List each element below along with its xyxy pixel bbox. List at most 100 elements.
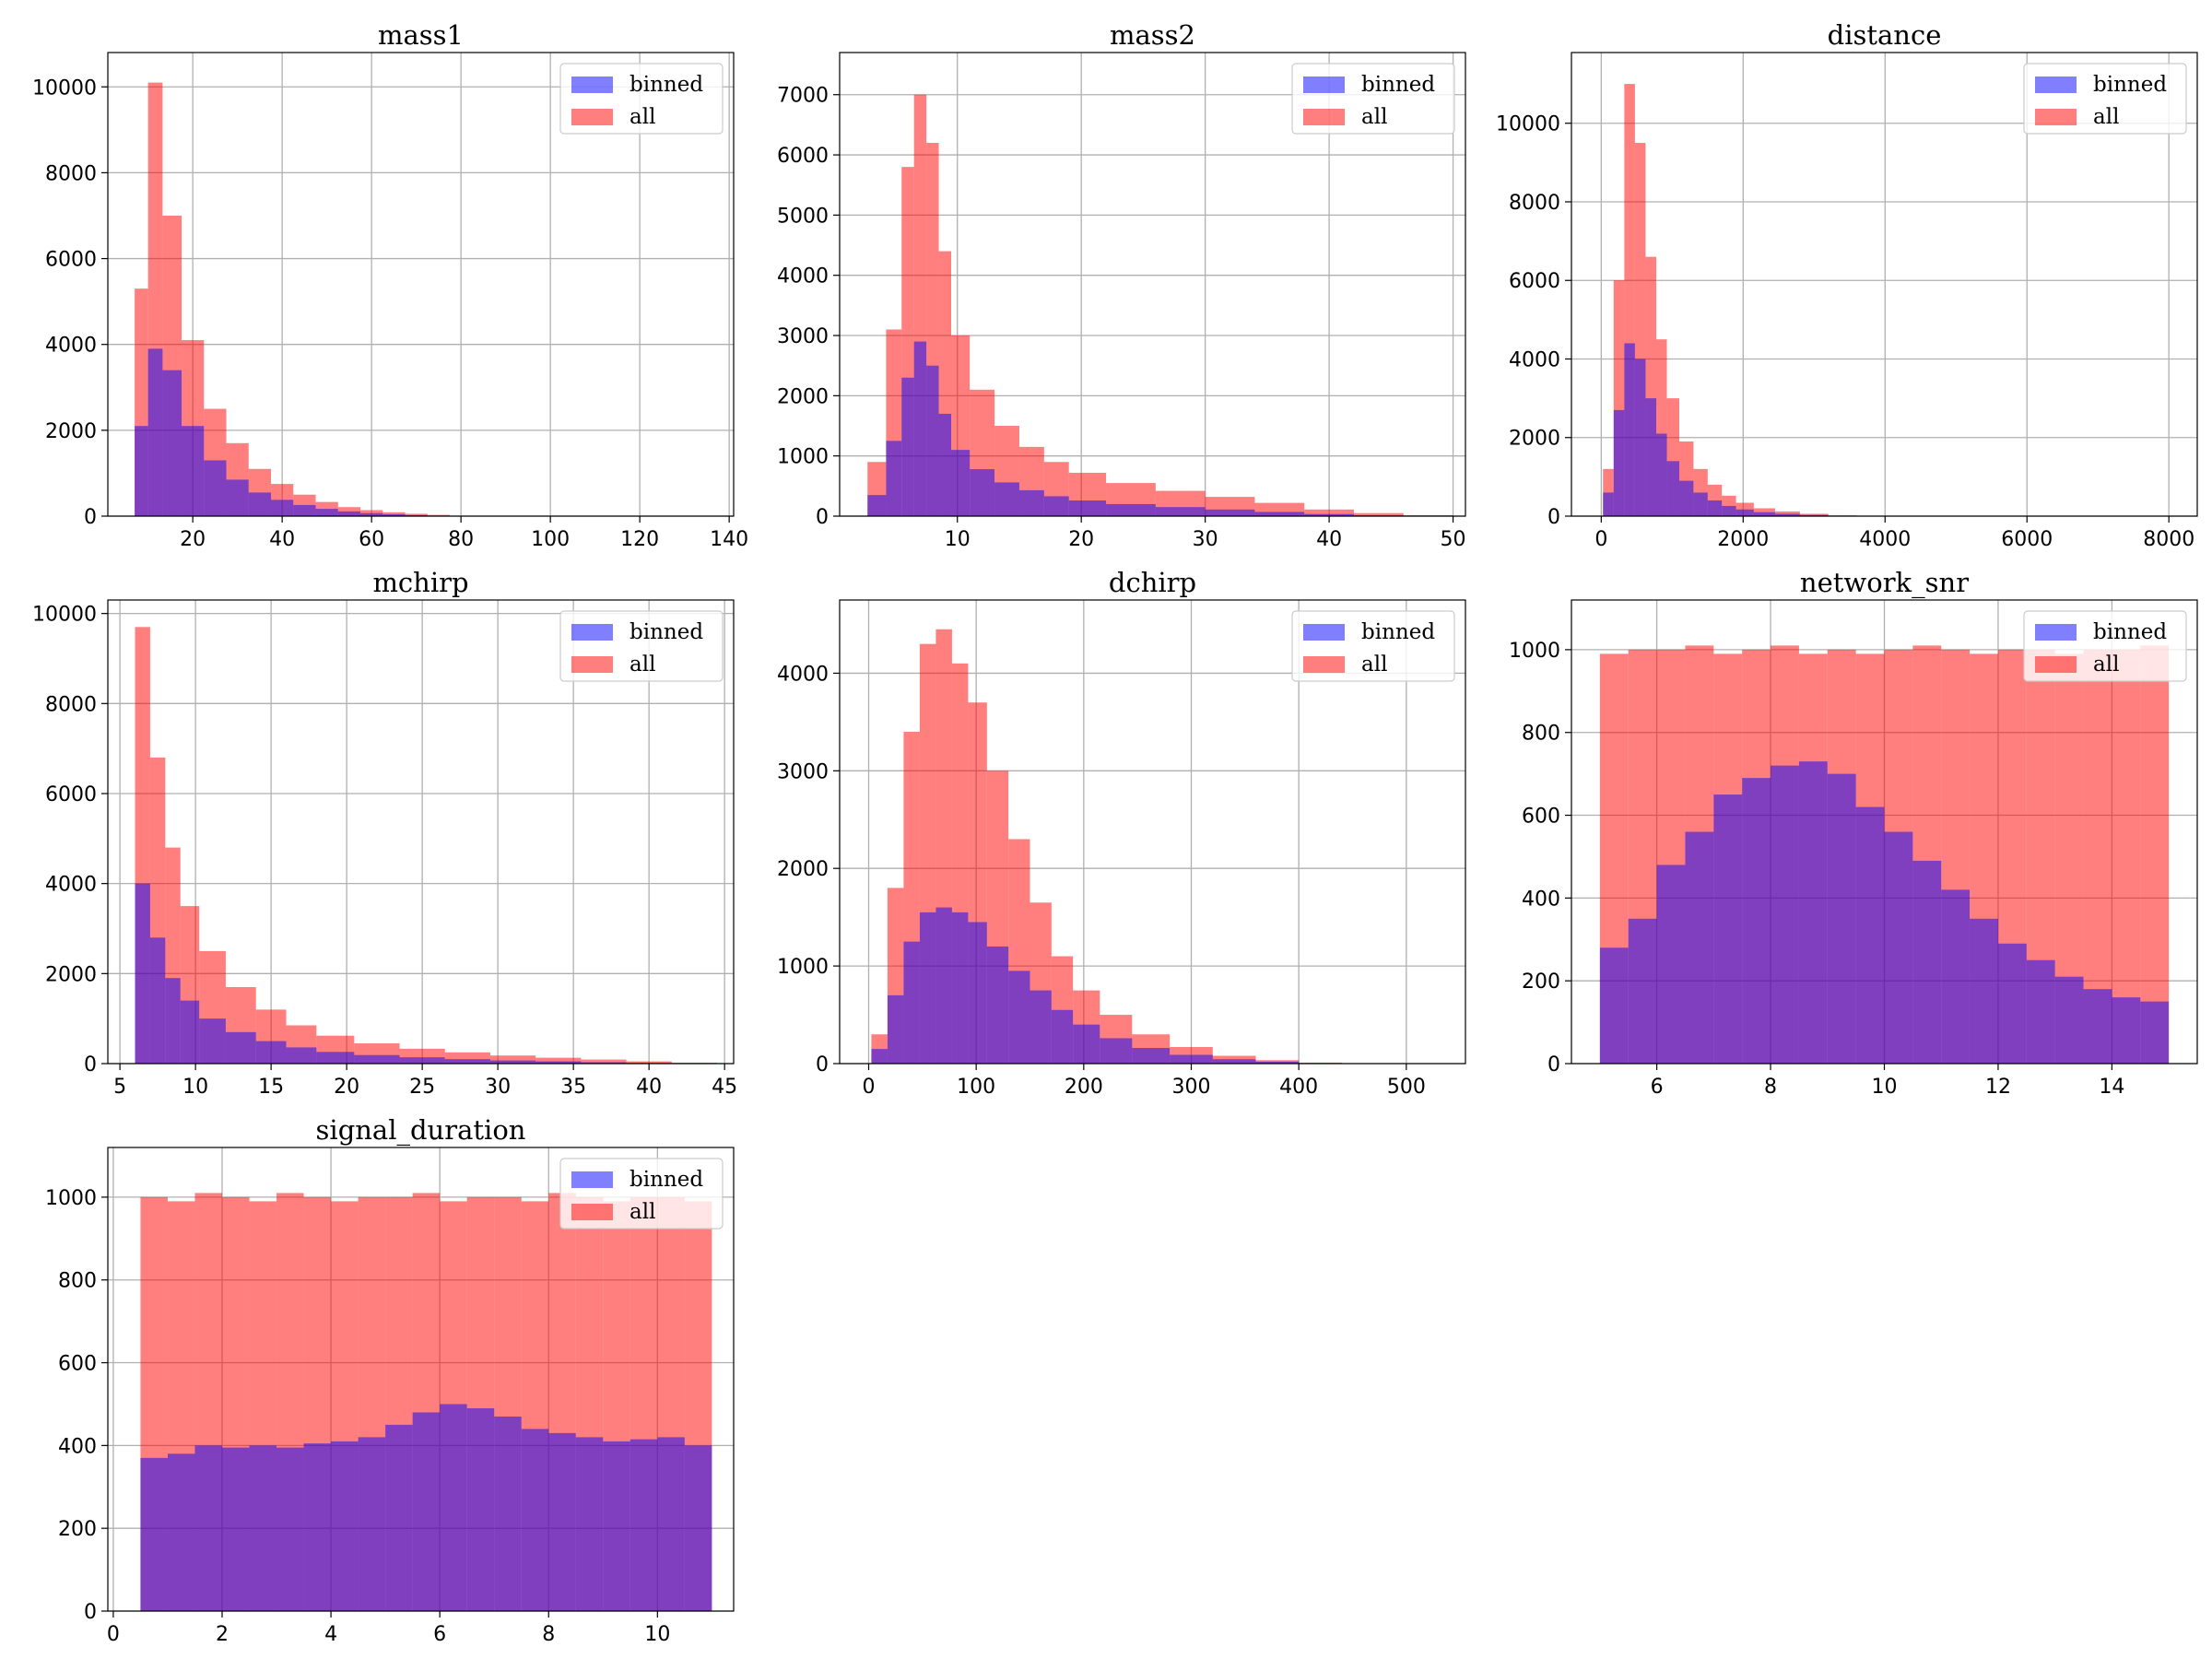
bar-binned bbox=[2054, 976, 2084, 1064]
bar-binned bbox=[182, 426, 205, 516]
bar-binned bbox=[1043, 496, 1069, 516]
y-tick-label: 0 bbox=[816, 506, 829, 529]
bar-binned bbox=[331, 1441, 359, 1611]
legend-swatch-all bbox=[571, 109, 613, 125]
bar-binned bbox=[1666, 461, 1680, 516]
bar-binned bbox=[535, 1061, 582, 1064]
bar-binned bbox=[1742, 778, 1771, 1064]
bar-binned bbox=[167, 1453, 195, 1611]
bar-binned bbox=[140, 1457, 168, 1611]
y-tick-label: 10000 bbox=[32, 604, 97, 627]
y-tick-label: 2000 bbox=[777, 858, 829, 881]
legend-label-binned: binned bbox=[2093, 620, 2167, 644]
y-tick-label: 10000 bbox=[32, 76, 97, 100]
y-tick-label: 1000 bbox=[777, 956, 829, 979]
x-tick-label: 0 bbox=[1594, 528, 1607, 551]
bar-binned bbox=[1827, 773, 1856, 1064]
bar-binned bbox=[255, 1041, 287, 1064]
legend-label-all: all bbox=[629, 653, 655, 677]
y-tick-label: 1000 bbox=[45, 1187, 97, 1210]
bar-binned bbox=[1051, 1009, 1074, 1064]
bar-all bbox=[1613, 280, 1625, 516]
bar-all bbox=[405, 513, 428, 516]
bar-binned bbox=[225, 1031, 256, 1064]
x-tick-label: 4 bbox=[324, 1623, 337, 1646]
x-tick-label: 5 bbox=[113, 1076, 126, 1099]
y-tick-label: 3000 bbox=[777, 325, 829, 348]
y-tick-label: 8000 bbox=[1509, 192, 1560, 215]
bar-binned bbox=[951, 450, 971, 516]
y-tick-label: 2000 bbox=[45, 963, 97, 986]
x-tick-label: 2 bbox=[216, 1623, 229, 1646]
chart-title: dchirp bbox=[1109, 567, 1196, 598]
bar-binned bbox=[1254, 512, 1305, 516]
bar-binned bbox=[199, 1018, 226, 1064]
bar-binned bbox=[1656, 865, 1686, 1064]
bar-binned bbox=[1599, 947, 1629, 1064]
bar-binned bbox=[938, 413, 952, 516]
y-tick-label: 6000 bbox=[777, 145, 829, 168]
bar-binned bbox=[1068, 500, 1107, 516]
bar-binned bbox=[1722, 505, 1736, 516]
y-tick-label: 3000 bbox=[777, 760, 829, 783]
legend-swatch-binned bbox=[571, 1171, 613, 1188]
axes-frame bbox=[107, 52, 735, 517]
bar-binned bbox=[1634, 359, 1646, 516]
legend-label-binned: binned bbox=[2093, 73, 2167, 97]
bar-all bbox=[2112, 649, 2141, 1064]
x-tick-label: 14 bbox=[2099, 1076, 2124, 1099]
x-tick-label: 10 bbox=[1872, 1076, 1898, 1099]
bar-binned bbox=[276, 1447, 304, 1611]
chart-title: signal_duration bbox=[316, 1114, 526, 1147]
y-tick-label: 0 bbox=[816, 1053, 829, 1077]
chart-panel-mass1: 20 40 60 80 100 120 140 0 2000 4000 6000 8000 10000 m… bbox=[32, 19, 748, 551]
x-tick-label: 20 bbox=[1068, 528, 1094, 551]
y-tick-label: 4000 bbox=[45, 874, 97, 897]
bar-binned bbox=[316, 1052, 355, 1064]
y-tick-label: 400 bbox=[58, 1435, 97, 1458]
x-tick-label: 4000 bbox=[1859, 528, 1911, 551]
x-tick-label: 6000 bbox=[2001, 528, 2053, 551]
y-tick-label: 6000 bbox=[1509, 270, 1560, 293]
x-tick-label: 12 bbox=[1985, 1076, 2011, 1099]
y-tick-label: 2000 bbox=[777, 385, 829, 408]
legend-swatch-binned bbox=[2035, 624, 2077, 641]
y-tick-label: 8000 bbox=[45, 693, 97, 716]
legend-label-binned: binned bbox=[629, 1168, 703, 1192]
bar-binned bbox=[1884, 831, 1913, 1064]
x-tick-label: 400 bbox=[1279, 1076, 1318, 1099]
bar-all bbox=[489, 1055, 536, 1064]
bar-binned bbox=[913, 341, 927, 516]
bar-binned bbox=[919, 912, 936, 1064]
y-tick-label: 800 bbox=[1522, 723, 1560, 746]
x-tick-label: 30 bbox=[485, 1076, 511, 1099]
chart-title: network_snr bbox=[1800, 567, 1969, 599]
y-tick-label: 7000 bbox=[777, 85, 829, 108]
legend-label-all: all bbox=[629, 105, 655, 129]
bar-binned bbox=[1855, 806, 1885, 1064]
bar-binned bbox=[162, 370, 182, 516]
bar-binned bbox=[221, 1447, 250, 1611]
x-tick-label: 10 bbox=[644, 1623, 670, 1646]
chart-panel-dchirp: 0 100 200 300 400 500 0 1000 2000 3000 4000 dchirp b… bbox=[777, 567, 1466, 1099]
bar-binned bbox=[135, 883, 150, 1064]
bar-binned bbox=[994, 482, 1019, 516]
x-tick-label: 80 bbox=[448, 528, 474, 551]
bar-binned bbox=[489, 1060, 536, 1064]
legend-label-all: all bbox=[2093, 105, 2119, 129]
y-tick-label: 2000 bbox=[45, 420, 97, 443]
bar-binned bbox=[1132, 1048, 1171, 1064]
bar-binned bbox=[926, 365, 939, 516]
y-tick-label: 600 bbox=[1522, 806, 1560, 829]
bar-binned bbox=[354, 1054, 400, 1064]
x-tick-label: 8 bbox=[1764, 1076, 1777, 1099]
bar-binned bbox=[1912, 860, 1942, 1064]
x-tick-label: 2000 bbox=[1717, 528, 1769, 551]
y-tick-label: 800 bbox=[58, 1270, 97, 1293]
chart-title: distance bbox=[1828, 19, 1942, 51]
legend-swatch-binned bbox=[571, 76, 613, 93]
bar-binned bbox=[2140, 1001, 2170, 1064]
x-tick-label: 120 bbox=[620, 528, 659, 551]
y-tick-label: 6000 bbox=[45, 249, 97, 272]
chart-panel-mchirp: 5 10 15 20 25 30 35 40 45 0 2000 4000 6000 8000 10000 m… bbox=[32, 567, 737, 1099]
